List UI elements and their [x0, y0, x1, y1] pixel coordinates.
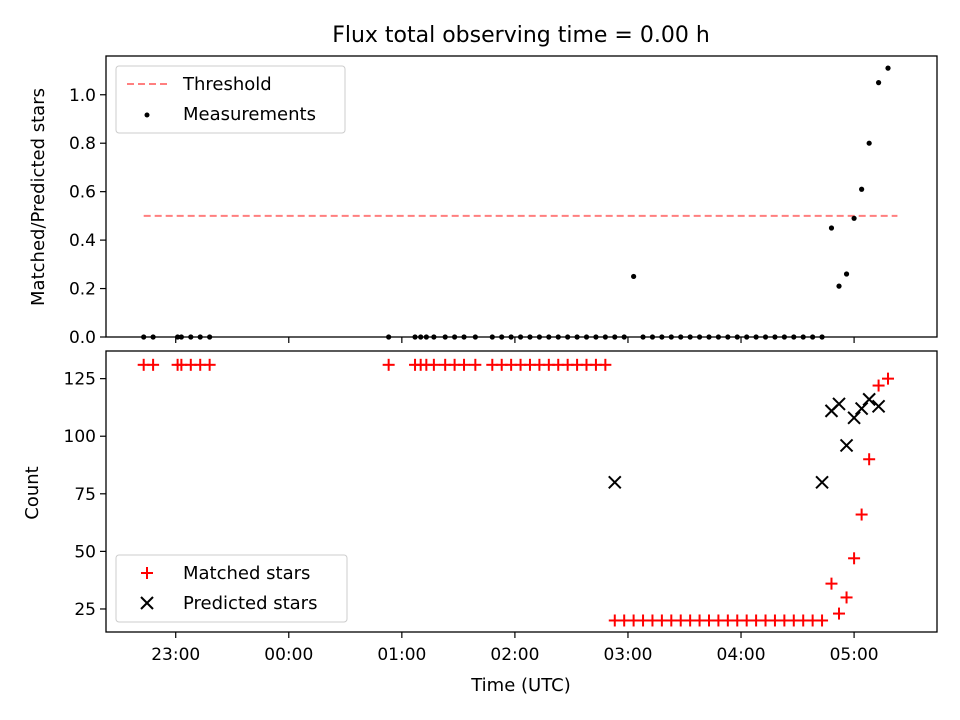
top-chart-title: Flux total observing time = 0.00 h — [332, 23, 710, 48]
top-chart-frame — [105, 55, 938, 338]
predicted-stars-legend-swatch — [140, 596, 154, 610]
chart1-matched-star-point — [458, 358, 471, 371]
chart0-measurement-point — [828, 225, 835, 231]
chart1-predicted-star-point — [839, 438, 854, 453]
predicted-stars-legend-label: Predicted stars — [183, 593, 317, 614]
chart1-predicted-star-point — [608, 475, 622, 489]
chart1-predicted-star-point — [815, 475, 829, 489]
chart1-matched-star-point — [855, 508, 868, 521]
chart0-y-tick-label: 1.0 — [69, 86, 96, 106]
chart1-matched-star-point — [427, 358, 440, 371]
bottom-chart-legend: Matched stars Predicted stars — [115, 554, 348, 623]
chart1-matched-star-point — [863, 453, 876, 466]
chart1-predicted-star-point — [871, 399, 886, 413]
chart1-matched-star-point — [882, 372, 895, 385]
bottom-legend-box — [115, 554, 348, 623]
chart0-measurement-point — [631, 273, 637, 280]
chart1-x-tick-label: 04:00 — [717, 645, 766, 665]
chart1-y-tick-label: 75 — [74, 485, 96, 505]
chart1-predicted-star-point — [854, 401, 869, 416]
chart0-y-tick-label: 0.4 — [69, 231, 96, 251]
x-b — [847, 411, 861, 425]
bottom-chart-frame — [105, 350, 938, 633]
chart1-y-tick-label: 100 — [64, 427, 96, 447]
chart1-matched-star-point — [469, 358, 482, 371]
measurements-legend-swatch — [144, 112, 150, 118]
chart1-matched-star-point — [840, 591, 853, 604]
top-chart-y-axis-label: Matched/Predicted stars — [28, 88, 49, 306]
chart0-measurement-point — [885, 65, 891, 71]
chart0-measurement-point — [875, 80, 882, 86]
chart1-matched-star-point — [825, 577, 838, 590]
x-b — [862, 392, 876, 407]
x-b — [854, 401, 869, 416]
chart1-predicted-star-point — [862, 392, 876, 407]
matched-stars-legend-swatch — [141, 567, 153, 579]
x-b — [815, 475, 829, 489]
chart0-measurement-point — [836, 283, 842, 289]
top-legend-box — [115, 65, 346, 134]
chart0-y-tick-label: 0.0 — [69, 328, 96, 348]
chart1-matched-star-point — [599, 358, 612, 371]
bottom-chart-x-axis-label: Time (UTC) — [470, 675, 571, 696]
chart1-x-tick-label: 03:00 — [603, 645, 652, 665]
measurements-legend-label: Measurements — [183, 104, 316, 125]
chart1-y-tick-label: 25 — [74, 600, 96, 620]
top-chart-legend: Threshold Measurements — [115, 65, 346, 134]
chart1-matched-star-point — [147, 358, 160, 371]
chart1-matched-star-point — [816, 614, 829, 627]
chart1-matched-star-point — [203, 358, 216, 371]
bottom-chart-plot-area: 25 50 75 100 125 23:00 00:00 01:00 02:00 03:00 04:… — [64, 358, 895, 665]
chart1-x-tick-label: 23:00 — [151, 645, 200, 665]
chart1-matched-star-point — [382, 358, 395, 371]
chart1-x-tick-label: 00:00 — [264, 645, 313, 665]
chart1-matched-star-point — [872, 379, 885, 392]
top-chart-plot-area: 0.0 0.2 0.4 0.6 0.8 1.0 — [69, 65, 898, 348]
chart0-measurement-point — [866, 140, 872, 146]
chart1-predicted-star-point — [832, 397, 846, 411]
threshold-legend-label: Threshold — [182, 74, 272, 95]
chart1-matched-star-point — [833, 607, 846, 620]
chart1-x-tick-label: 05:00 — [830, 645, 879, 665]
chart0-y-tick-label: 0.8 — [69, 134, 96, 154]
x-b — [871, 399, 886, 413]
x-b — [832, 397, 846, 411]
chart1-x-tick-label: 02:00 — [490, 645, 539, 665]
x-b — [608, 475, 622, 489]
chart1-predicted-star-point — [847, 411, 861, 425]
chart1-y-tick-label: 50 — [74, 542, 96, 562]
x-b — [839, 438, 854, 453]
chart0-measurement-point — [859, 186, 865, 192]
chart0-y-tick-label: 0.2 — [69, 280, 96, 300]
chart1-x-tick-label: 01:00 — [377, 645, 426, 665]
matched-stars-legend-label: Matched stars — [183, 563, 310, 584]
chart1-y-tick-label: 125 — [64, 370, 96, 390]
chart0-measurement-point — [851, 215, 857, 221]
chart0-measurement-point — [843, 271, 850, 277]
chart1-matched-star-point — [848, 552, 861, 565]
chart0-y-tick-label: 0.6 — [69, 183, 96, 203]
bottom-chart-y-axis-label: Count — [22, 466, 43, 519]
